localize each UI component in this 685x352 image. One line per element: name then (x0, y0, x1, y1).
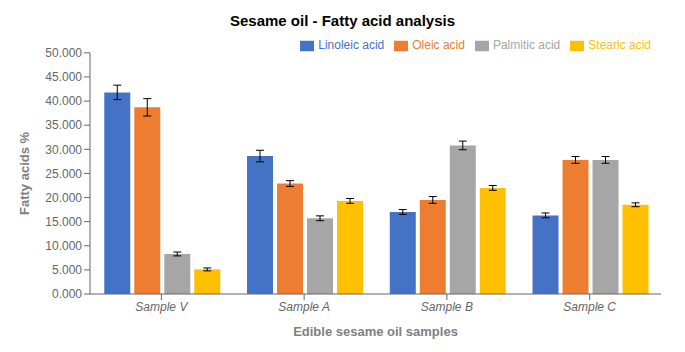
svg-text:Sample V: Sample V (135, 300, 188, 314)
svg-text:0.000: 0.000 (52, 287, 82, 301)
svg-text:Sample C: Sample C (563, 300, 616, 314)
svg-text:25.000: 25.000 (45, 167, 82, 181)
svg-text:15.000: 15.000 (45, 215, 82, 229)
svg-text:35.000: 35.000 (45, 118, 82, 132)
svg-text:Fatty acids %: Fatty acids % (17, 131, 32, 215)
html-text:Sesame oil - Fatty acid analys: Sesame oil - Fatty acid analysis (229, 12, 455, 29)
svg-text:10.000: 10.000 (45, 239, 82, 253)
html-text:Stearic acid: Stearic acid (588, 38, 651, 52)
svg-text:45.000: 45.000 (45, 70, 82, 84)
svg-text:50.000: 50.000 (45, 46, 82, 60)
svg-text:40.000: 40.000 (45, 94, 82, 108)
html-text:Linoleic acid: Linoleic acid (318, 38, 385, 52)
svg-text:Sample B: Sample B (421, 300, 473, 314)
svg-text:Sample A: Sample A (278, 300, 330, 314)
svg-text:5.000: 5.000 (52, 263, 82, 277)
svg-text:30.000: 30.000 (45, 143, 82, 157)
html-text:Oleic acid: Oleic acid (412, 38, 465, 52)
svg-text:20.000: 20.000 (45, 191, 82, 205)
html-text:Palmitic acid: Palmitic acid (492, 38, 561, 52)
svg-text:Edible sesame oil samples: Edible sesame oil samples (293, 324, 458, 339)
